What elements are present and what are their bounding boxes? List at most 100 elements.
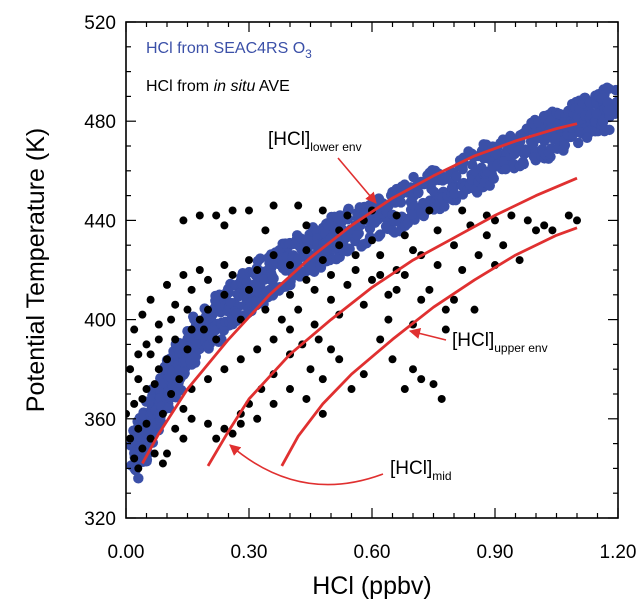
in-situ-ave-point bbox=[302, 275, 311, 284]
in-situ-ave-point bbox=[269, 399, 278, 408]
in-situ-ave-point bbox=[134, 350, 143, 359]
y-tick-label: 320 bbox=[84, 509, 116, 530]
in-situ-ave-point bbox=[351, 251, 360, 260]
seac4rs-point bbox=[500, 163, 511, 175]
in-situ-ave-point bbox=[470, 305, 479, 314]
seac4rs-point bbox=[604, 124, 615, 136]
in-situ-ave-point bbox=[253, 266, 262, 274]
in-situ-ave-point bbox=[134, 424, 143, 433]
in-situ-ave-point bbox=[158, 409, 167, 418]
in-situ-ave-point bbox=[220, 424, 229, 433]
in-situ-ave-point bbox=[204, 305, 212, 314]
in-situ-ave-point bbox=[400, 270, 409, 279]
in-situ-ave-point bbox=[392, 211, 401, 220]
in-situ-ave-point bbox=[441, 305, 450, 314]
in-situ-ave-point bbox=[302, 246, 311, 255]
y-tick-label: 400 bbox=[84, 311, 116, 332]
in-situ-ave-point bbox=[212, 335, 221, 344]
in-situ-ave-point bbox=[548, 226, 557, 235]
in-situ-ave-point bbox=[220, 261, 229, 270]
in-situ-ave-point bbox=[499, 241, 508, 250]
seac4rs-point bbox=[439, 201, 450, 212]
in-situ-ave-point bbox=[286, 261, 294, 270]
arrow-lower-env bbox=[337, 157, 377, 204]
in-situ-ave-point bbox=[199, 325, 208, 334]
in-situ-ave-point bbox=[130, 325, 139, 334]
in-situ-ave-point bbox=[335, 355, 344, 364]
in-situ-ave-point bbox=[388, 355, 397, 364]
seac4rs-point bbox=[572, 137, 584, 149]
in-situ-ave-point bbox=[134, 375, 143, 384]
in-situ-ave-point bbox=[302, 394, 311, 403]
in-situ-ave-point bbox=[183, 345, 192, 354]
in-situ-ave-point bbox=[228, 206, 237, 215]
seac4rs-point bbox=[408, 171, 419, 183]
in-situ-ave-point bbox=[376, 335, 385, 344]
in-situ-ave-point bbox=[187, 325, 196, 334]
seac4rs-point bbox=[416, 207, 427, 219]
in-situ-ave-point bbox=[236, 315, 245, 324]
in-situ-ave-point bbox=[245, 285, 253, 294]
seac4rs-point bbox=[307, 260, 318, 272]
in-situ-ave-series bbox=[126, 201, 581, 473]
seac4rs-point bbox=[488, 173, 499, 184]
in-situ-ave-point bbox=[187, 285, 196, 294]
seac4rs-point bbox=[449, 188, 460, 199]
seac4rs-point bbox=[358, 239, 369, 250]
in-situ-ave-point bbox=[384, 290, 393, 299]
in-situ-ave-point bbox=[343, 280, 352, 289]
in-situ-ave-point bbox=[150, 380, 159, 389]
in-situ-ave-point bbox=[314, 335, 323, 344]
in-situ-ave-point bbox=[253, 345, 262, 354]
in-situ-ave-point bbox=[294, 305, 303, 314]
in-situ-ave-point bbox=[286, 325, 294, 334]
seac4rs-point bbox=[387, 225, 398, 236]
seac4rs-point bbox=[610, 84, 618, 96]
x-tick-label: 0.00 bbox=[108, 542, 145, 563]
in-situ-ave-point bbox=[437, 394, 446, 403]
annotation-mid: [HCl]mid bbox=[390, 458, 452, 483]
seac4rs-point bbox=[332, 212, 343, 224]
in-situ-ave-point bbox=[261, 305, 270, 314]
in-situ-ave-point bbox=[212, 211, 221, 220]
in-situ-ave-point bbox=[228, 270, 237, 279]
seac4rs-point bbox=[352, 230, 363, 241]
in-situ-ave-point bbox=[433, 226, 442, 235]
in-situ-ave-point bbox=[236, 355, 245, 364]
in-situ-ave-point bbox=[138, 394, 147, 403]
in-situ-ave-point bbox=[220, 290, 229, 299]
in-situ-ave-point bbox=[261, 226, 270, 235]
in-situ-ave-point bbox=[318, 375, 327, 384]
in-situ-ave-point bbox=[359, 370, 368, 379]
in-situ-ave-point bbox=[204, 419, 212, 428]
in-situ-ave-point bbox=[507, 211, 516, 220]
in-situ-ave-point bbox=[327, 270, 335, 279]
in-situ-ave-point bbox=[458, 266, 467, 274]
in-situ-ave-point bbox=[351, 266, 360, 274]
seac4rs-point bbox=[581, 132, 593, 144]
in-situ-ave-point bbox=[425, 285, 434, 294]
in-situ-ave-point bbox=[245, 256, 253, 265]
y-tick-label: 520 bbox=[84, 13, 116, 34]
in-situ-ave-point bbox=[277, 315, 286, 324]
in-situ-ave-point bbox=[269, 201, 278, 210]
in-situ-ave-point bbox=[384, 315, 393, 324]
seac4rs-point bbox=[517, 156, 529, 168]
in-situ-ave-point bbox=[158, 459, 167, 468]
in-situ-ave-point bbox=[236, 419, 245, 428]
in-situ-ave-point bbox=[179, 216, 188, 225]
annotation-lower-env: [HCl]lower env bbox=[268, 129, 362, 154]
axis-ticks: 0.00 0.30 0.60 0.90 1.20 320 360 400 440 480 520 bbox=[84, 13, 636, 563]
seac4rs-point bbox=[343, 203, 354, 214]
hcl-curves bbox=[141, 122, 578, 467]
seac4rs-point bbox=[602, 96, 613, 108]
in-situ-ave-point bbox=[540, 221, 549, 230]
in-situ-ave-point bbox=[195, 266, 204, 274]
in-situ-ave-point bbox=[134, 464, 143, 473]
in-situ-ave-point bbox=[359, 300, 368, 309]
in-situ-ave-point bbox=[450, 295, 458, 304]
in-situ-ave-point bbox=[294, 201, 303, 210]
annotation-upper-env: [HCl]upper env bbox=[452, 330, 548, 355]
in-situ-ave-point bbox=[523, 216, 532, 225]
